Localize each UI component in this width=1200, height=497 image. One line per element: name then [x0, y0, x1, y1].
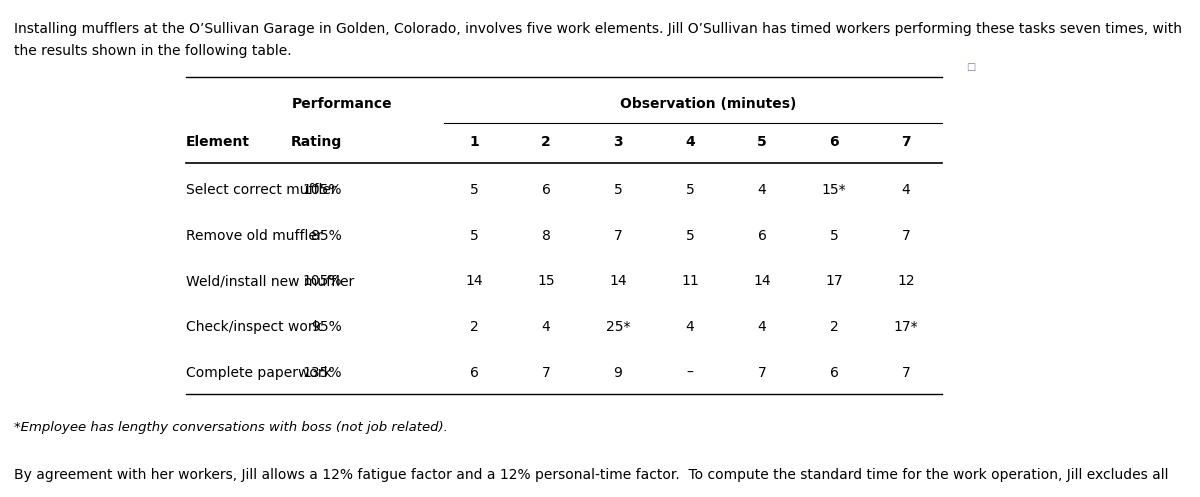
- Text: 4: 4: [901, 183, 911, 197]
- Text: 3: 3: [613, 135, 623, 149]
- Text: Weld/install new muffler: Weld/install new muffler: [186, 274, 354, 288]
- Text: 11: 11: [682, 274, 698, 288]
- Text: Select correct muffler: Select correct muffler: [186, 183, 337, 197]
- Text: 135%: 135%: [302, 366, 342, 380]
- Text: 5: 5: [469, 183, 479, 197]
- Text: 7: 7: [613, 229, 623, 243]
- Text: 15: 15: [538, 274, 554, 288]
- Text: *Employee has lengthy conversations with boss (not job related).: *Employee has lengthy conversations with…: [14, 421, 449, 434]
- Text: 8: 8: [541, 229, 551, 243]
- Text: –: –: [686, 366, 694, 380]
- Text: By agreement with her workers, Jill allows a 12% fatigue factor and a 12% person: By agreement with her workers, Jill allo…: [14, 468, 1169, 482]
- Text: Installing mufflers at the O’Sullivan Garage in Golden, Colorado, involves five : Installing mufflers at the O’Sullivan Ga…: [14, 22, 1182, 36]
- Text: 17: 17: [826, 274, 842, 288]
- Text: 6: 6: [469, 366, 479, 380]
- Text: 5: 5: [685, 229, 695, 243]
- Text: 17*: 17*: [894, 320, 918, 334]
- Text: 9: 9: [613, 366, 623, 380]
- Text: 6: 6: [757, 229, 767, 243]
- Text: 14: 14: [610, 274, 626, 288]
- Text: 5: 5: [685, 183, 695, 197]
- Text: 25*: 25*: [606, 320, 630, 334]
- Text: Observation (minutes): Observation (minutes): [620, 97, 796, 111]
- Text: 14: 14: [466, 274, 482, 288]
- Text: 7: 7: [757, 366, 767, 380]
- Text: the results shown in the following table.: the results shown in the following table…: [14, 44, 292, 58]
- Text: 4: 4: [685, 320, 695, 334]
- Text: 5: 5: [469, 229, 479, 243]
- Text: 6: 6: [829, 366, 839, 380]
- Text: 105%: 105%: [302, 183, 342, 197]
- Text: 7: 7: [901, 366, 911, 380]
- Text: Element: Element: [186, 135, 250, 149]
- Text: 2: 2: [469, 320, 479, 334]
- Text: 4: 4: [541, 320, 551, 334]
- Text: 2: 2: [541, 135, 551, 149]
- Text: 5: 5: [613, 183, 623, 197]
- Text: 7: 7: [901, 229, 911, 243]
- Text: 1: 1: [469, 135, 479, 149]
- Text: 6: 6: [541, 183, 551, 197]
- Text: 12: 12: [898, 274, 914, 288]
- Text: 4: 4: [757, 183, 767, 197]
- Text: 5: 5: [829, 229, 839, 243]
- Text: 5: 5: [757, 135, 767, 149]
- Text: 105%: 105%: [302, 274, 342, 288]
- Text: 4: 4: [757, 320, 767, 334]
- Text: 95%: 95%: [311, 320, 342, 334]
- Text: 6: 6: [829, 135, 839, 149]
- Text: 15*: 15*: [822, 183, 846, 197]
- Text: 7: 7: [901, 135, 911, 149]
- Text: 14: 14: [754, 274, 770, 288]
- Text: 7: 7: [541, 366, 551, 380]
- Text: 2: 2: [829, 320, 839, 334]
- Text: 4: 4: [685, 135, 695, 149]
- Text: Complete paperwork: Complete paperwork: [186, 366, 331, 380]
- Text: Performance: Performance: [292, 97, 392, 111]
- Text: Check/inspect work: Check/inspect work: [186, 320, 322, 334]
- Text: Rating: Rating: [290, 135, 342, 149]
- Text: 85%: 85%: [311, 229, 342, 243]
- Text: Remove old muffler: Remove old muffler: [186, 229, 323, 243]
- Text: □: □: [966, 62, 976, 72]
